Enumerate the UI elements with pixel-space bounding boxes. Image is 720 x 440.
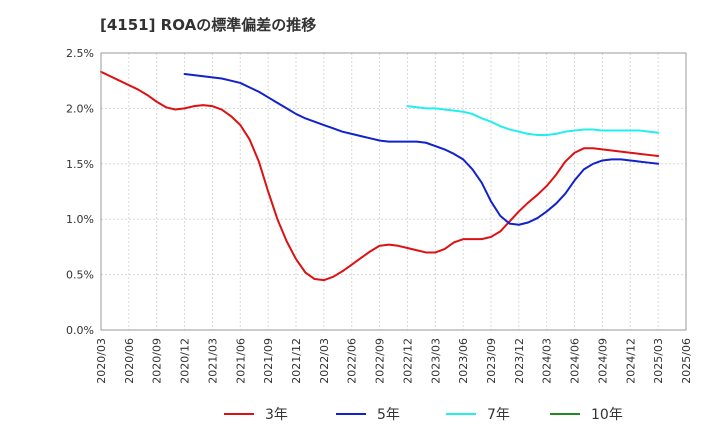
chart-title: [4151] ROAの標準偏差の推移	[100, 16, 317, 34]
plot-frame	[100, 52, 687, 331]
y-tick-label: 2.5%	[66, 47, 94, 60]
x-tick-label: 2020/12	[179, 338, 192, 384]
x-tick-label: 2021/03	[206, 338, 219, 384]
series-line-3年	[100, 70, 660, 282]
series-line-5年	[183, 73, 660, 226]
x-tick-label: 2024/09	[596, 338, 609, 384]
x-tick-label: 2022/06	[346, 338, 359, 384]
x-tick-label: 2023/03	[429, 338, 442, 384]
x-tick-label: 2023/09	[485, 338, 498, 384]
x-tick-label: 2025/03	[652, 338, 665, 384]
legend: 3年 5年 7年 10年	[224, 407, 623, 423]
series-line-7年	[406, 105, 660, 136]
x-tick-label: 2021/06	[234, 338, 247, 384]
x-tick-label: 2023/06	[457, 338, 470, 384]
x-tick-label: 2023/12	[513, 338, 526, 384]
x-tick-label: 2022/03	[318, 338, 331, 384]
y-tick-label: 0.0%	[66, 324, 94, 337]
axis-layer: 2020/03 2020/06 2020/09 2020/12 2021/03 2021/…	[66, 47, 693, 384]
x-tick-label: 2020/03	[95, 338, 108, 384]
x-tick-label: 2020/09	[151, 338, 164, 384]
x-tick-label: 2020/06	[123, 338, 136, 384]
x-tick-label: 2024/03	[541, 338, 554, 384]
x-tick-label: 2021/12	[290, 338, 303, 384]
x-tick-label: 2024/12	[624, 338, 637, 384]
legend-label: 3年	[265, 407, 288, 423]
x-tick-label: 2024/06	[569, 338, 582, 384]
x-tick-label: 2022/09	[374, 338, 387, 384]
y-tick-label: 2.0%	[66, 102, 94, 115]
legend-label: 5年	[377, 407, 400, 423]
y-tick-label: 1.0%	[66, 213, 94, 226]
x-tick-label: 2025/06	[680, 338, 693, 384]
y-tick-label: 0.5%	[66, 269, 94, 282]
legend-label: 10年	[591, 407, 623, 423]
y-tick-label: 1.5%	[66, 158, 94, 171]
x-tick-label: 2021/09	[262, 338, 275, 384]
legend-label: 7年	[487, 407, 510, 423]
x-tick-label: 2022/12	[401, 338, 414, 384]
series-layer	[100, 70, 660, 282]
grid-layer	[100, 52, 687, 331]
